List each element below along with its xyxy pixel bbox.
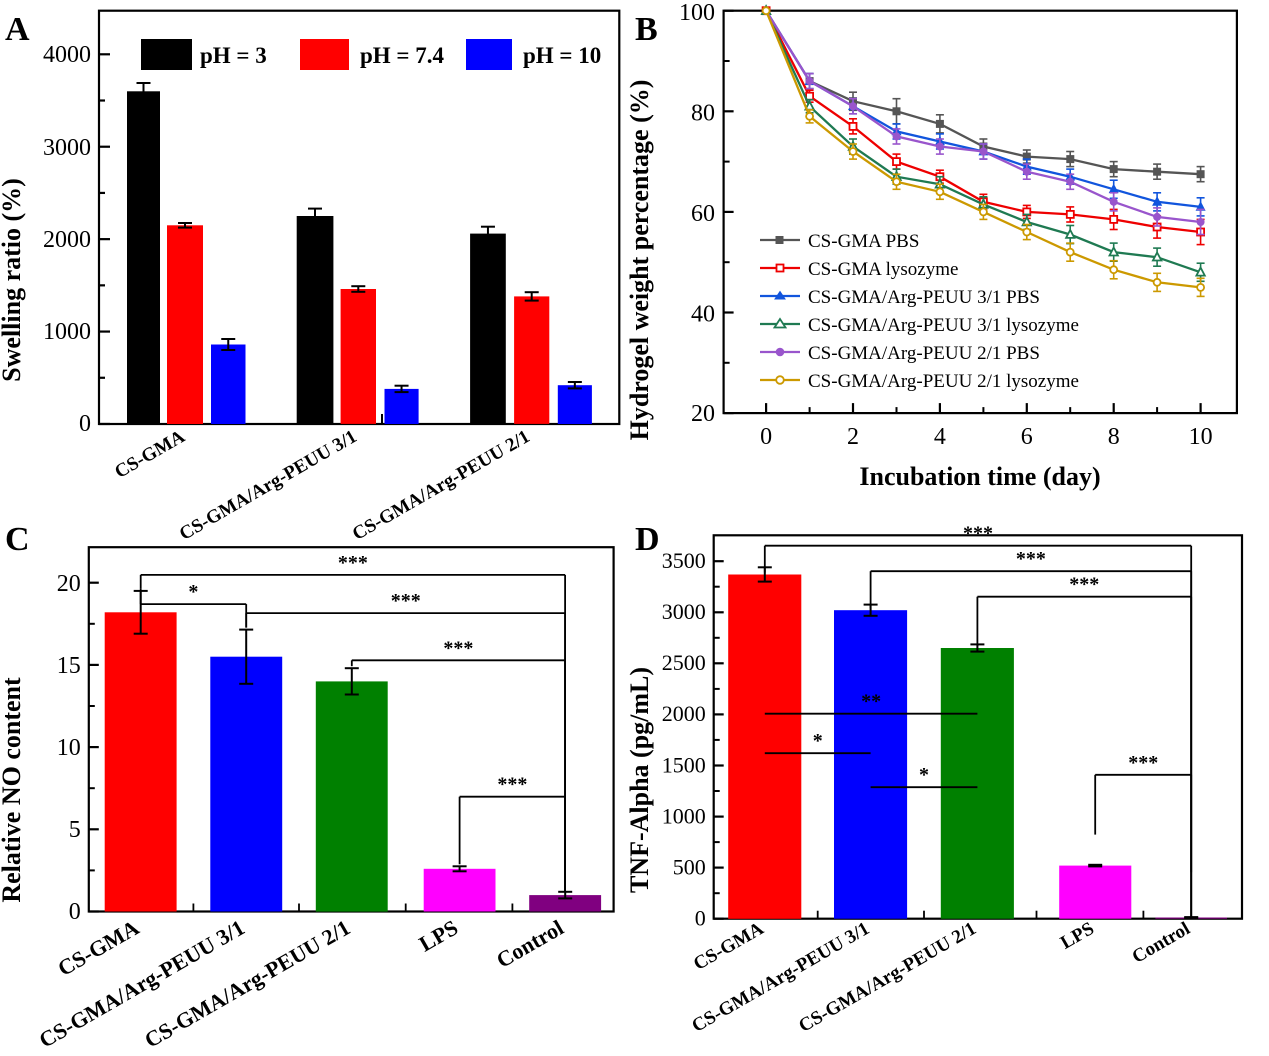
svg-text:0: 0: [760, 424, 772, 450]
svg-text:3000: 3000: [662, 599, 706, 624]
svg-text:2000: 2000: [43, 227, 91, 253]
svg-text:pH = 3: pH = 3: [200, 43, 267, 68]
svg-text:15: 15: [57, 653, 81, 679]
svg-text:CS-GMA: CS-GMA: [53, 915, 143, 981]
svg-text:C: C: [5, 521, 30, 558]
svg-text:1000: 1000: [662, 803, 706, 828]
svg-text:8: 8: [1108, 424, 1120, 450]
svg-text:CS-GMA lysozyme: CS-GMA lysozyme: [808, 259, 958, 280]
svg-text:40: 40: [691, 302, 715, 328]
svg-text:***: ***: [963, 523, 993, 545]
svg-text:2: 2: [847, 424, 859, 450]
svg-text:4: 4: [934, 424, 946, 450]
svg-text:6: 6: [1021, 424, 1033, 450]
svg-text:CS-GMA: CS-GMA: [111, 426, 188, 483]
svg-text:2000: 2000: [662, 701, 706, 726]
svg-text:4000: 4000: [43, 42, 91, 68]
svg-text:100: 100: [679, 0, 715, 26]
svg-text:0: 0: [695, 906, 706, 931]
svg-text:CS-GMA PBS: CS-GMA PBS: [808, 231, 919, 252]
svg-text:10: 10: [57, 735, 81, 761]
svg-text:20: 20: [691, 401, 715, 427]
svg-text:***: ***: [1069, 574, 1099, 596]
svg-text:CS-GMA/Arg-PEUU 3/1 lysozyme: CS-GMA/Arg-PEUU 3/1 lysozyme: [808, 315, 1079, 336]
svg-text:***: ***: [1016, 548, 1046, 570]
svg-text:***: ***: [338, 552, 368, 574]
svg-text:LPS: LPS: [415, 915, 462, 957]
svg-text:1500: 1500: [662, 752, 706, 777]
svg-text:1000: 1000: [43, 319, 91, 345]
svg-text:***: ***: [1128, 752, 1158, 774]
svg-text:CS-GMA/Arg-PEUU 2/1: CS-GMA/Arg-PEUU 2/1: [795, 918, 980, 1037]
svg-text:CS-GMA/Arg-PEUU 2/1 lysozyme: CS-GMA/Arg-PEUU 2/1 lysozyme: [808, 371, 1079, 392]
svg-text:0: 0: [69, 899, 81, 925]
svg-text:***: ***: [391, 590, 421, 612]
svg-text:D: D: [635, 521, 660, 558]
svg-text:TNF-Alpha (pg/mL): TNF-Alpha (pg/mL): [625, 667, 654, 893]
svg-text:*: *: [919, 764, 929, 786]
svg-text:*: *: [188, 581, 198, 603]
svg-text:5: 5: [69, 817, 81, 843]
svg-text:Swelling ratio (%): Swelling ratio (%): [0, 178, 26, 382]
svg-text:10: 10: [1189, 424, 1213, 450]
svg-text:pH = 10: pH = 10: [523, 43, 601, 68]
svg-text:***: ***: [497, 774, 527, 796]
svg-text:CS-GMA/Arg-PEUU 2/1 PBS: CS-GMA/Arg-PEUU 2/1 PBS: [808, 343, 1040, 364]
svg-text:CS-GMA/Arg-PEUU 3/1 PBS: CS-GMA/Arg-PEUU 3/1 PBS: [808, 287, 1040, 308]
svg-text:***: ***: [443, 637, 473, 659]
svg-text:Relative NO content: Relative NO content: [0, 677, 26, 903]
svg-text:Hydrogel weight percentage (%): Hydrogel weight percentage (%): [625, 80, 654, 441]
svg-text:*: *: [813, 730, 823, 752]
svg-text:B: B: [635, 11, 658, 48]
svg-text:CS-GMA/Arg-PEUU 3/1: CS-GMA/Arg-PEUU 3/1: [688, 918, 873, 1037]
svg-text:Control: Control: [492, 915, 568, 973]
svg-text:Incubation time (day): Incubation time (day): [859, 462, 1100, 491]
svg-text:A: A: [5, 11, 30, 48]
svg-text:20: 20: [57, 571, 81, 597]
svg-text:3500: 3500: [662, 548, 706, 573]
svg-text:LPS: LPS: [1057, 918, 1098, 954]
svg-text:2500: 2500: [662, 650, 706, 675]
svg-text:3000: 3000: [43, 135, 91, 161]
svg-text:**: **: [861, 691, 881, 713]
svg-text:pH = 7.4: pH = 7.4: [360, 43, 445, 68]
svg-text:500: 500: [673, 854, 706, 879]
svg-text:0: 0: [79, 411, 91, 437]
svg-text:Control: Control: [1129, 918, 1194, 968]
svg-text:80: 80: [691, 101, 715, 127]
svg-text:60: 60: [691, 201, 715, 227]
